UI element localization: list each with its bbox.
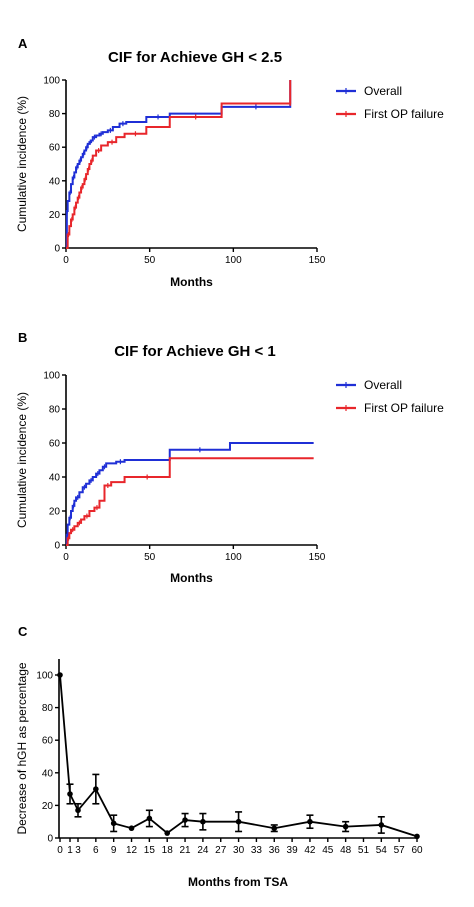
data-point: [235, 818, 242, 825]
x-tick-label: 21: [179, 845, 191, 856]
x-axis-label: Months: [170, 571, 213, 585]
x-tick-label: 18: [162, 845, 174, 856]
x-tick-label: 50: [144, 255, 156, 266]
legend-label: Overall: [364, 84, 402, 98]
y-tick-label: 80: [49, 405, 61, 416]
x-tick-label: 24: [197, 845, 209, 856]
data-point: [75, 807, 81, 814]
data-point: [146, 815, 153, 822]
data-point: [67, 791, 73, 797]
y-axis-label: Decrease of hGH as percentage: [15, 662, 29, 834]
series-line: [66, 80, 292, 249]
x-tick-label: 39: [287, 845, 299, 856]
panel-letter: B: [18, 330, 27, 345]
data-point: [110, 820, 117, 827]
data-point: [182, 817, 188, 823]
y-tick-label: 40: [49, 473, 61, 484]
series-overall: [65, 80, 292, 249]
data-point: [342, 823, 349, 830]
data-point: [200, 818, 206, 825]
y-axis-label: Cumulative incidence (%): [15, 96, 29, 232]
y-tick-label: 0: [54, 244, 60, 255]
x-tick-label: 45: [322, 845, 334, 856]
y-tick-label: 40: [49, 176, 61, 187]
x-tick-label: 0: [63, 552, 69, 563]
series-first-op-failure: [66, 457, 314, 546]
x-axis-label: Months from TSA: [188, 875, 288, 889]
x-tick-label: 57: [394, 845, 406, 856]
x-tick-label: 100: [225, 552, 242, 563]
series-values: [57, 672, 420, 840]
x-tick-label: 42: [304, 845, 316, 856]
x-tick-label: 6: [93, 845, 99, 856]
x-axis-label: Months: [170, 275, 213, 289]
y-tick-label: 60: [49, 439, 61, 450]
legend-label: First OP failure: [364, 107, 444, 121]
series-line: [59, 674, 418, 838]
chart-title: CIF for Achieve GH < 2.5: [108, 49, 282, 66]
y-tick-label: 20: [49, 507, 61, 518]
x-tick-label: 1: [67, 845, 73, 856]
x-tick-label: 150: [309, 552, 326, 563]
series-first-op-failure: [66, 80, 292, 249]
x-tick-label: 27: [215, 845, 227, 856]
y-tick-label: 60: [42, 736, 54, 747]
x-tick-label: 36: [269, 845, 281, 856]
x-tick-label: 50: [144, 552, 156, 563]
y-tick-label: 80: [49, 109, 61, 120]
y-tick-label: 0: [47, 834, 53, 845]
x-tick-label: 30: [233, 845, 245, 856]
chart-title: CIF for Achieve GH < 1: [114, 343, 276, 360]
chart-panel-b: B CIF for Achieve GH < 1 0 20 40 60 80 100 0 50 10…: [15, 330, 444, 585]
y-tick-label: 100: [36, 671, 53, 682]
x-tick-label: 0: [57, 845, 63, 856]
x-tick-label: 150: [309, 255, 326, 266]
data-point: [128, 825, 135, 832]
panel-letter: C: [18, 624, 28, 639]
data-point: [271, 825, 278, 832]
y-tick-label: 60: [49, 143, 61, 154]
x-tick-label: 3: [75, 845, 81, 856]
data-point: [414, 833, 420, 840]
data-point: [57, 672, 63, 678]
y-tick-label: 20: [42, 801, 54, 812]
legend-label: First OP failure: [364, 401, 444, 415]
panel-letter: A: [18, 36, 28, 51]
data-point: [307, 818, 313, 825]
x-tick-label: 15: [144, 845, 156, 856]
y-axis-label: Cumulative incidence (%): [15, 392, 29, 528]
x-tick-label: 48: [340, 845, 352, 856]
chart-panel-a: A CIF for Achieve GH < 2.5 0 20 40 60 80 100 0 50…: [15, 36, 444, 289]
y-tick-label: 20: [49, 210, 61, 221]
x-tick-label: 33: [251, 845, 263, 856]
series-overall: [65, 442, 314, 546]
x-tick-label: 12: [126, 845, 138, 856]
y-tick-label: 100: [43, 371, 60, 382]
y-tick-label: 80: [42, 703, 54, 714]
data-point: [378, 822, 385, 828]
x-tick-label: 9: [111, 845, 117, 856]
data-point: [93, 786, 99, 792]
x-tick-label: 0: [63, 255, 69, 266]
y-tick-label: 40: [42, 768, 54, 779]
y-tick-label: 100: [43, 76, 60, 87]
legend-label: Overall: [364, 378, 402, 392]
data-point: [164, 830, 171, 836]
x-tick-label: 60: [411, 845, 423, 856]
x-tick-label: 100: [225, 255, 242, 266]
x-tick-label: 54: [376, 845, 388, 856]
y-tick-label: 0: [54, 541, 60, 552]
series-line: [66, 457, 314, 546]
x-tick-label: 51: [358, 845, 370, 856]
series-line: [65, 80, 292, 249]
